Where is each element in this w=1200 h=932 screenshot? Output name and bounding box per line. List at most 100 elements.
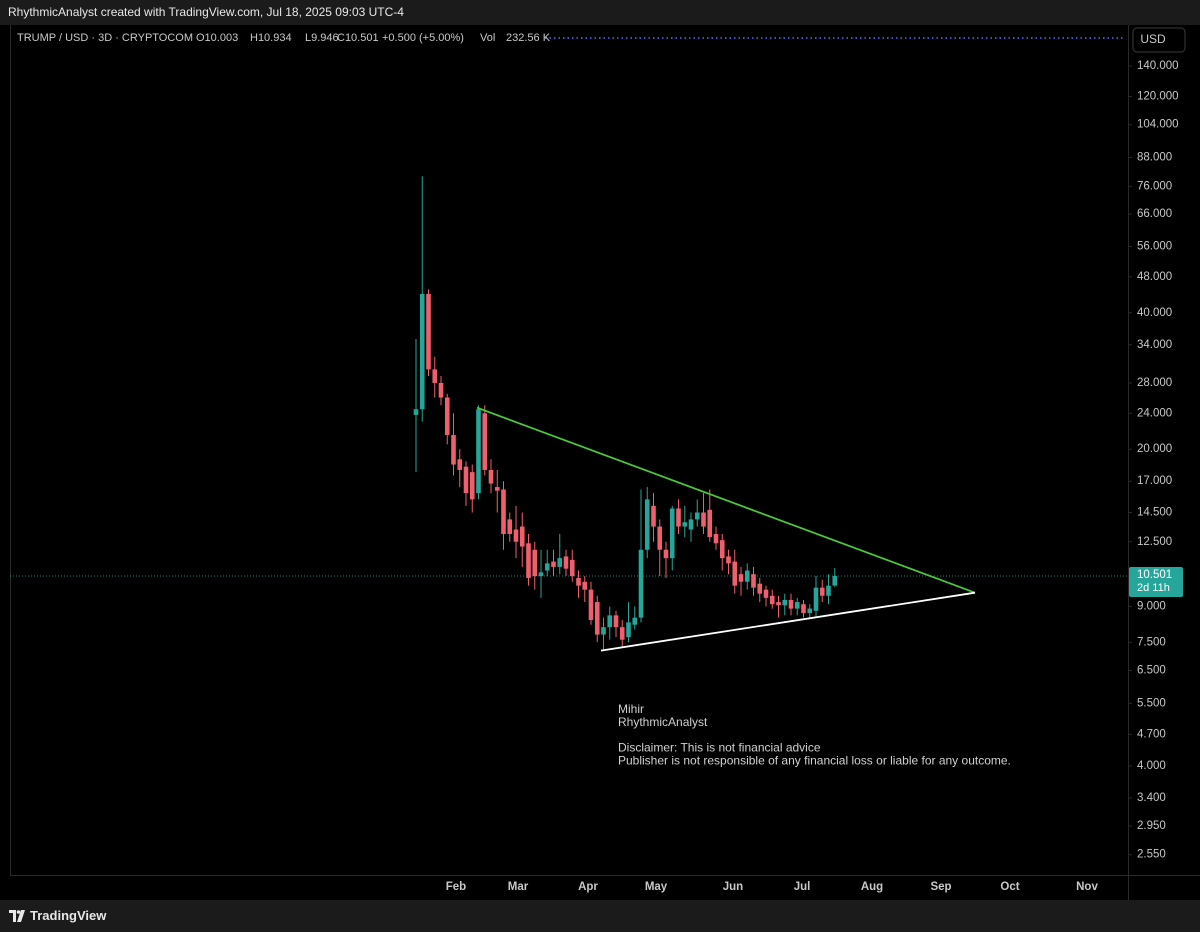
y-tick-label: 20.000 [1137, 443, 1172, 455]
candle-body [638, 549, 644, 618]
candle-body [644, 499, 650, 550]
countdown: 2d 11h [1137, 582, 1170, 594]
annotation: Publisher is not responsible of any fina… [618, 753, 1011, 767]
price-label-text: 10.501 [1137, 569, 1172, 581]
footer: TradingView [0, 900, 1200, 932]
candle-body [651, 505, 656, 527]
candle-body [538, 572, 544, 577]
x-tick-label: Mar [508, 881, 529, 893]
candle-body [801, 604, 806, 614]
y-tick-label: 12.500 [1137, 536, 1172, 548]
annotation: RhythmicAnalyst [618, 715, 708, 729]
legend-item: O10.003 [196, 32, 238, 44]
y-tick-label: 3.400 [1137, 792, 1166, 804]
candle-body [669, 508, 675, 559]
candle-body [444, 397, 450, 435]
candle-body [769, 595, 775, 605]
candle-body [694, 512, 700, 520]
candle-body [463, 466, 469, 494]
candle-body [519, 526, 525, 547]
candle-body [732, 561, 738, 586]
candle-body [744, 570, 750, 582]
y-tick-label: 76.000 [1137, 180, 1172, 192]
y-tick-label: 28.000 [1137, 377, 1172, 389]
candle-body [657, 526, 663, 550]
candle-body [438, 382, 444, 398]
candle-body [551, 561, 556, 567]
candle-body [688, 519, 694, 530]
trendline [476, 406, 976, 594]
candle-body [788, 599, 794, 609]
y-tick-label: 2.950 [1137, 820, 1166, 832]
symbol: TRUMP / USD · 3D · CRYPTOCOM [17, 32, 193, 44]
x-tick-label: Feb [446, 881, 466, 893]
currency-button[interactable] [1132, 27, 1186, 53]
candle-body [419, 293, 425, 410]
price-label [1129, 567, 1183, 598]
candle-body [782, 599, 788, 606]
candle-body [632, 617, 638, 625]
x-tick-label: Oct [1000, 881, 1019, 893]
candle-body [619, 627, 625, 640]
candle-body [526, 543, 531, 578]
brand: TradingView [30, 908, 107, 923]
trendline [600, 591, 976, 652]
y-tick-label: 2.550 [1137, 849, 1166, 861]
y-tick-label: 88.000 [1137, 152, 1172, 164]
y-tick-label: 7.500 [1137, 636, 1166, 648]
legend-item: Vol [480, 32, 495, 44]
candle-body [663, 549, 669, 559]
x-tick-label: May [645, 881, 668, 893]
candle-body [488, 469, 494, 484]
y-tick-label: 140.000 [1137, 60, 1179, 72]
candle-body [601, 627, 606, 635]
y-tick-label: 5.500 [1137, 697, 1166, 709]
y-tick-label: 104.000 [1137, 119, 1179, 131]
candle-body [451, 434, 456, 465]
candle-body [482, 413, 488, 470]
candle-body [588, 589, 594, 620]
y-tick-label: 14.500 [1137, 507, 1172, 519]
legend-item: 232.56 K [506, 32, 551, 44]
y-tick-label: 9.000 [1137, 600, 1166, 612]
candle-body [426, 293, 431, 370]
y-tick-label: 56.000 [1137, 241, 1172, 253]
candle-body [576, 577, 581, 586]
x-tick-label: Jul [794, 881, 811, 893]
candle-body [626, 622, 631, 638]
candle-body [819, 587, 825, 596]
candle-body [563, 556, 569, 569]
y-tick-label: 6.500 [1137, 665, 1166, 677]
candle-body [607, 615, 613, 628]
y-tick-label: 66.000 [1137, 208, 1172, 220]
legend-item: L9.946 [305, 32, 339, 44]
candle-body [826, 585, 831, 596]
candle-body [719, 540, 725, 559]
y-tick-label: 24.000 [1137, 407, 1172, 419]
chart: USD TRUMP / USD · 3D · CRYPTOCOM O10.003… [0, 25, 1200, 900]
candle-body [738, 574, 744, 582]
candle-body [707, 509, 713, 538]
candle-body [701, 512, 706, 527]
candle-body [532, 549, 538, 577]
background [0, 25, 1200, 900]
candle-body [676, 508, 681, 527]
candle-body [807, 608, 813, 614]
candle-body [582, 581, 588, 590]
x-tick-label: Sep [930, 881, 951, 893]
candle-body [776, 602, 781, 606]
x-tick-label: Apr [578, 881, 598, 893]
logo [9, 910, 25, 922]
x-tick-label: Aug [861, 881, 883, 893]
caption: RhythmicAnalyst created with TradingView… [0, 0, 1200, 25]
legend-item: H10.934 [250, 32, 292, 44]
y-tick-label: 17.000 [1137, 475, 1172, 487]
annotation: Disclaimer: This is not financial advice [618, 741, 821, 755]
candle-body [507, 519, 513, 535]
candle-body [794, 602, 800, 609]
candle-body [457, 459, 463, 470]
candle-body [726, 556, 731, 564]
candle-body [751, 574, 756, 588]
y-tick-label: 40.000 [1137, 307, 1172, 319]
